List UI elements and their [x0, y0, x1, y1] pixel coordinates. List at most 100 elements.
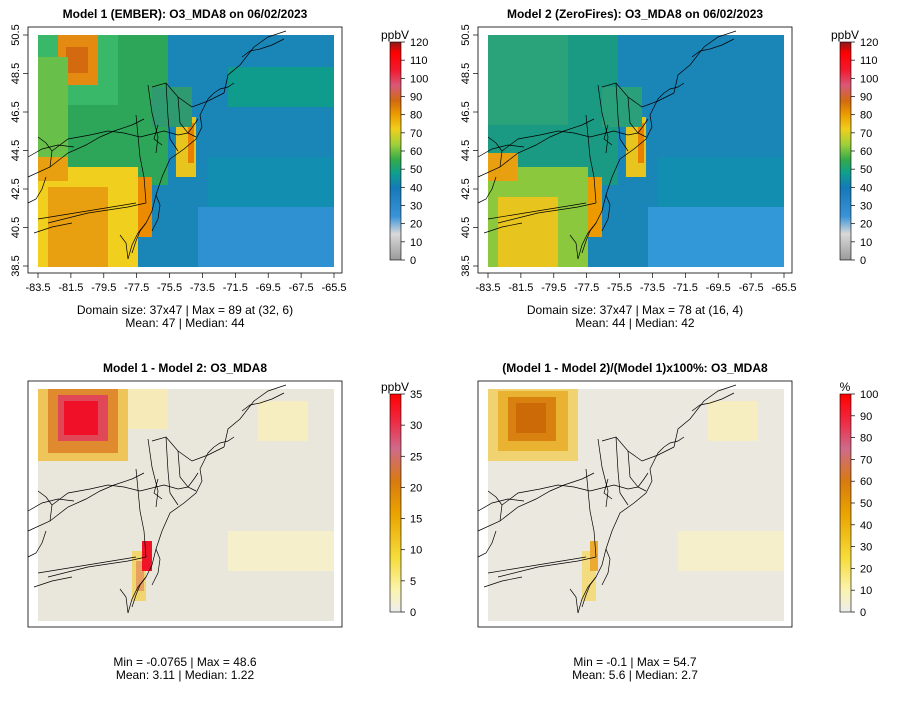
x-tick-label: -67.5: [739, 282, 764, 294]
x-tick-label: -77.5: [574, 282, 599, 294]
colorbar-tick-label: 30: [860, 542, 872, 554]
stats-line-1: Min = -0.1 | Max = 54.7: [573, 655, 697, 669]
y-tick-label: 40.5: [10, 217, 22, 238]
y-tick-label: 46.5: [10, 101, 22, 122]
panel-model2: Model 2 (ZeroFires): O3_MDA8 on 06/02/20…: [460, 7, 878, 330]
panel-title: Model 2 (ZeroFires): O3_MDA8 on 06/02/20…: [507, 7, 763, 21]
panel-title: Model 1 - Model 2: O3_MDA8: [103, 361, 267, 375]
x-axis: -83.5 -81.5 -79.5 -77.5 -75.5 -73.5 -71.5 -69.5…: [475, 273, 797, 294]
x-ticks: -83.5 -81.5 -79.5 -77.5 -75.5 -73.5 -71.5 -69.5…: [25, 273, 347, 294]
x-tick-label: -65.5: [771, 282, 796, 294]
colorbar-tick-label: 90: [860, 411, 872, 423]
colorbar-ticks: 0 10 20 30 40 50 60 70 80 90 100: [851, 389, 878, 619]
colorbar-tick-label: 20: [860, 563, 872, 575]
colorbar-tick-label: 20: [410, 482, 422, 494]
colorbar-tick-label: 60: [410, 146, 422, 158]
colorbar-tick-label: 5: [410, 576, 416, 588]
x-tick-label: -79.5: [91, 282, 116, 294]
colorbar-tick-label: 15: [410, 514, 422, 526]
panel-title: Model 1 (EMBER): O3_MDA8 on 06/02/2023: [63, 7, 308, 21]
y-tick-label: 50.5: [10, 24, 22, 45]
colorbar-tick-label: 40: [860, 182, 872, 194]
colorbar-tick-label: 80: [410, 110, 422, 122]
x-axis: -83.5 -81.5 -79.5 -77.5 -75.5 -73.5 -71.5 -69.5…: [25, 273, 347, 294]
x-tick-label: -83.5: [25, 282, 50, 294]
stats-line-1: Domain size: 37x47 | Max = 78 at (16, 4): [527, 303, 743, 317]
colorbar-tick-label: 110: [860, 55, 878, 67]
y-tick-label: 44.5: [460, 140, 472, 161]
colorbar-tick-label: 70: [860, 128, 872, 140]
x-tick-label: -71.5: [673, 282, 698, 294]
colorbar-tick-label: 10: [410, 237, 422, 249]
map-plot: [27, 380, 343, 628]
y-tick-label: 50.5: [460, 24, 472, 45]
colorbar-tick-label: 60: [860, 146, 872, 158]
x-tick-label: -67.5: [289, 282, 314, 294]
panel-percent-difference: (Model 1 - Model 2)/(Model 1)x100%: O3_M…: [477, 361, 878, 682]
y-tick-label: 46.5: [460, 101, 472, 122]
x-tick-label: -73.5: [640, 282, 665, 294]
colorbar-tick-label: 10: [860, 237, 872, 249]
x-tick-label: -79.5: [541, 282, 566, 294]
y-tick-label: 40.5: [460, 217, 472, 238]
map-plot: [477, 26, 793, 274]
stats-line-2: Mean: 3.11 | Median: 1.22: [116, 668, 255, 682]
x-tick-label: -83.5: [475, 282, 500, 294]
y-tick-label: 38.5: [460, 255, 472, 276]
colorbar-tick-label: 50: [410, 164, 422, 176]
colorbar-gradient: [839, 41, 852, 261]
colorbar-tick-label: 100: [860, 73, 878, 85]
colorbar-tick-label: 0: [410, 255, 416, 267]
y-ticks: 38.5 40.5 42.5 44.5 46.5 48.5 50.5: [460, 24, 478, 277]
y-tick-label: 44.5: [10, 140, 22, 161]
colorbar: ppbV 0 10 20 30 40 50 60 70 80 90 100 110 120: [831, 28, 878, 267]
x-tick-label: -65.5: [321, 282, 346, 294]
colorbar-tick-label: 20: [860, 219, 872, 231]
x-tick-label: -69.5: [706, 282, 731, 294]
x-tick-label: -81.5: [508, 282, 533, 294]
colorbar-tick-label: 40: [860, 520, 872, 532]
colorbar-tick-label: 110: [410, 55, 428, 67]
colorbar-tick-label: 60: [860, 476, 872, 488]
colorbar-tick-label: 0: [860, 255, 866, 267]
colorbar-tick-label: 0: [410, 607, 416, 619]
x-ticks: -83.5 -81.5 -79.5 -77.5 -75.5 -73.5 -71.5 -69.5…: [475, 273, 797, 294]
colorbar-tick-label: 50: [860, 164, 872, 176]
stats-line-1: Domain size: 37x47 | Max = 89 at (32, 6): [77, 303, 293, 317]
colorbar-ticks: 0 10 20 30 40 50 60 70 80 90 100 110 120: [851, 37, 878, 267]
colorbar-tick-label: 120: [410, 37, 428, 49]
colorbar-tick-label: 0: [860, 607, 866, 619]
y-ticks: 38.5 40.5 42.5 44.5 46.5 48.5 50.5: [10, 24, 28, 277]
colorbar: ppbV 0 10 20 30 40 50 60 70 80 90 100 110 120: [381, 28, 428, 267]
stats-line-1: Min = -0.0765 | Max = 48.6: [113, 655, 257, 669]
y-tick-label: 42.5: [460, 178, 472, 199]
stats-line-2: Mean: 47 | Median: 44: [125, 316, 245, 330]
colorbar-tick-label: 70: [410, 128, 422, 140]
x-tick-label: -81.5: [58, 282, 83, 294]
colorbar-tick-label: 90: [410, 92, 422, 104]
panel-difference: Model 1 - Model 2: O3_MDA8 Min = -0.0765…: [27, 361, 422, 682]
colorbar-tick-label: 40: [410, 182, 422, 194]
colorbar-tick-label: 10: [860, 585, 872, 597]
colorbar-tick-label: 80: [860, 110, 872, 122]
y-tick-label: 42.5: [10, 178, 22, 199]
colorbar-tick-label: 50: [860, 498, 872, 510]
colorbar-unit: ppbV: [381, 380, 409, 394]
x-tick-label: -75.5: [607, 282, 632, 294]
x-tick-label: -73.5: [190, 282, 215, 294]
y-tick-label: 38.5: [10, 255, 22, 276]
stats-line-2: Mean: 5.6 | Median: 2.7: [572, 668, 698, 682]
colorbar-gradient: [389, 393, 402, 613]
colorbar-unit: ppbV: [831, 28, 859, 42]
y-tick-label: 48.5: [10, 63, 22, 84]
colorbar-tick-label: 30: [410, 420, 422, 432]
colorbar-unit: %: [840, 380, 851, 394]
colorbar-tick-label: 20: [410, 219, 422, 231]
colorbar-tick-label: 90: [860, 92, 872, 104]
colorbar-tick-label: 100: [860, 389, 878, 401]
colorbar-tick-label: 100: [410, 73, 428, 85]
colorbar-tick-label: 35: [410, 389, 422, 401]
map-plot: [477, 380, 793, 628]
colorbar-ticks: 0 5 10 15 20 25 30 35: [401, 389, 422, 619]
